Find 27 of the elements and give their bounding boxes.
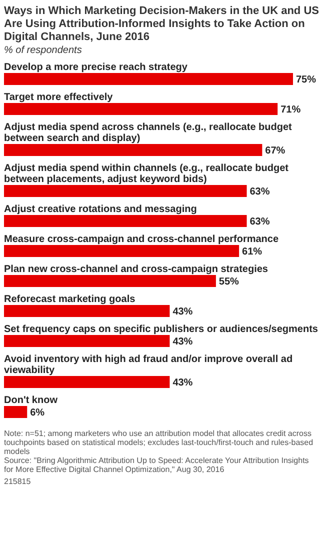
chart-title: Ways in Which Marketing Decision-Makers in the UK and US Are Using Attribution-Informed Insights to Take Action on Digital Channels, June 2016	[4, 5, 319, 43]
data-label: 67%	[265, 146, 286, 156]
y-tick-label: Reforecast marketing goals	[4, 294, 136, 305]
data-label: 71%	[280, 104, 301, 116]
y-tick-label: Don't know	[4, 395, 58, 406]
y-tick-label: Adjust media spend within channels (e.g., reallocate budget between placements, adjust keyword bids)	[4, 163, 290, 185]
data-label: 43%	[172, 306, 193, 318]
text: 215815	[4, 477, 32, 486]
data-label: 75%	[296, 74, 316, 86]
data-label: 43%	[172, 378, 193, 388]
annotation: Note: n=51; among marketers who use an attribution model that allocates credit across touchpoints based on statistical models; excludes last-touch/first-touch and rules-based models	[4, 429, 314, 456]
y-tick-label: Adjust creative rotations and messaging	[4, 204, 197, 215]
data-label: 63%	[250, 186, 270, 198]
data-label: 61%	[242, 246, 262, 258]
y-tick-label: Plan new cross-channel and cross-campaign strategies	[4, 264, 268, 275]
y-tick-label: Develop a more precise reach strategy	[4, 62, 188, 73]
chart-subtitle: % of respondents	[4, 45, 82, 56]
y-tick-label: Measure cross-campaign and cross-channel performance	[4, 234, 279, 245]
y-tick-label: Adjust media spend across channels (e.g., reallocate budget between search and display)	[4, 122, 293, 144]
y-tick-label: Set frequency caps on specific publishers or audiences/segments	[4, 324, 318, 335]
data-label: 55%	[218, 276, 240, 288]
y-tick-label: Target more effectively	[4, 92, 114, 103]
data-label: 6%	[30, 408, 45, 418]
data-label: 43%	[172, 336, 193, 348]
source-note: Source: "Bring Algorithmic Attribution Up to Speed: Accelerate Your Attribution Insights for More Effective Digital Channel Optimization," Aug 30, 2016	[4, 456, 309, 474]
y-tick-label: Avoid inventory with high ad fraud and/or improve overall ad viewability	[4, 354, 293, 376]
data-label: 63%	[250, 216, 270, 228]
